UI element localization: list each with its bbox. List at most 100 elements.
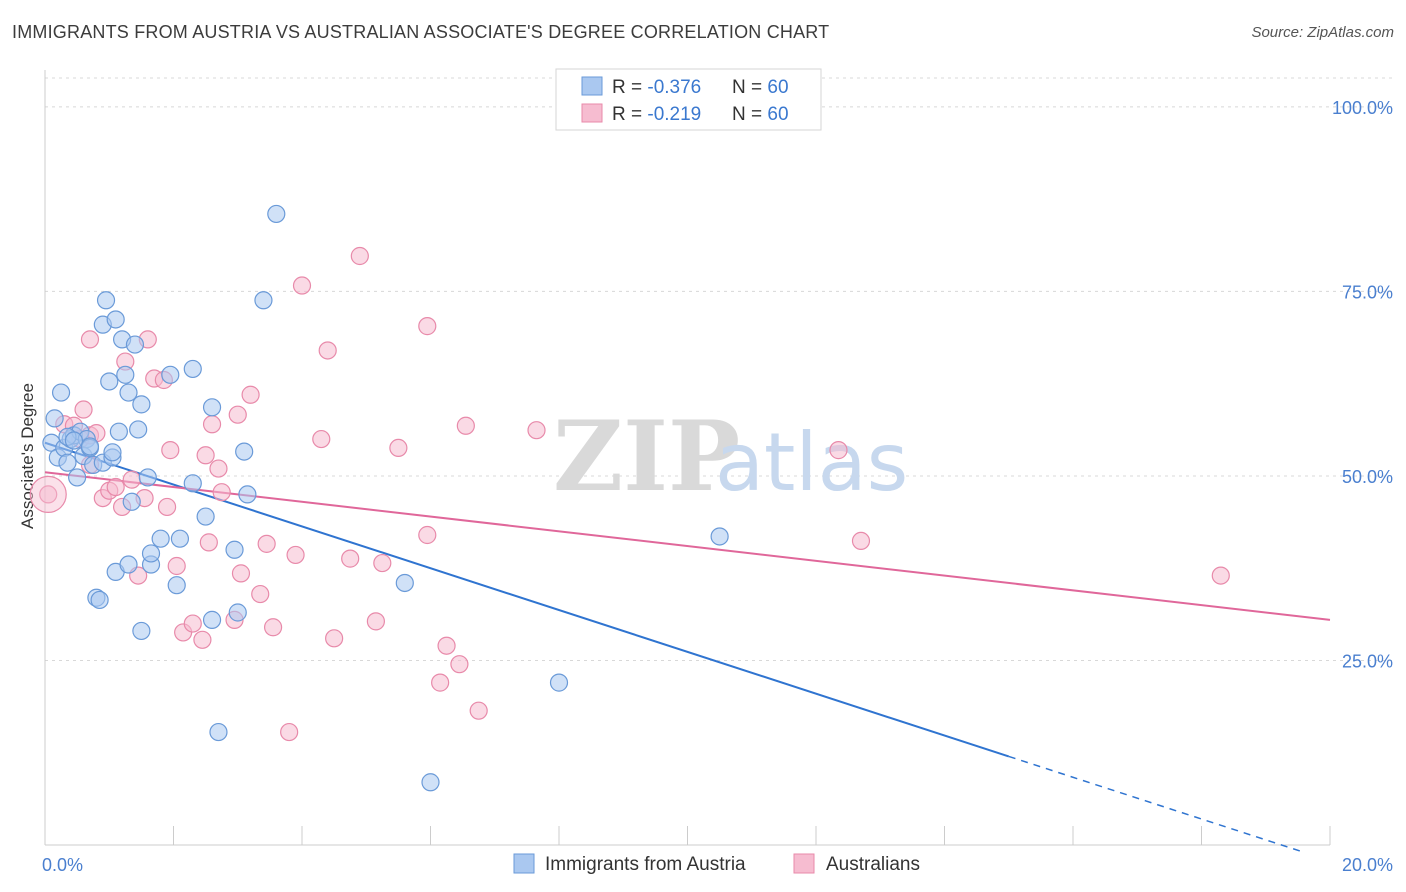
x-tick-label-max: 20.0% — [1342, 855, 1393, 875]
legend-r-value-1: -0.376 — [647, 77, 701, 98]
chart-title: IMMIGRANTS FROM AUSTRIA VS AUSTRALIAN AS… — [12, 22, 830, 42]
bottom-legend-swatch-pink — [793, 853, 815, 874]
point-austria — [151, 529, 170, 548]
point-australians — [209, 459, 228, 478]
points-layer — [29, 204, 1230, 792]
point-australians — [157, 497, 177, 517]
legend-n-value-1: 60 — [767, 77, 788, 98]
point-australians — [231, 564, 251, 583]
point-australians — [437, 636, 456, 655]
point-austria — [51, 383, 71, 402]
point-australians — [851, 531, 871, 551]
x-tick-label-min: 0.0% — [42, 855, 83, 875]
bottom-legend-swatch-blue — [513, 853, 535, 874]
watermark-zip: ZIP — [553, 400, 740, 513]
chart-source: Source: ZipAtlas.com — [1251, 24, 1394, 41]
point-australians — [202, 415, 222, 434]
point-australians — [212, 483, 231, 502]
point-australians — [161, 441, 180, 460]
point-australians — [325, 629, 344, 648]
point-australians — [373, 553, 392, 573]
point-australians — [341, 549, 360, 568]
watermark: ZIP atlas — [553, 400, 908, 513]
point-cluster-large — [29, 475, 67, 514]
trend-line-austria — [44, 441, 1010, 758]
legend-swatch-pink — [581, 103, 603, 123]
point-australians — [251, 584, 270, 604]
bottom-legend-label-pink: Australians — [826, 854, 920, 875]
point-austria — [116, 365, 135, 384]
point-austria — [395, 573, 414, 593]
point-austria — [421, 773, 440, 792]
point-austria — [228, 603, 247, 622]
point-austria — [132, 621, 151, 641]
legend-n-1: N = 60 — [732, 77, 789, 98]
point-austria — [103, 443, 122, 462]
point-austria — [254, 291, 273, 310]
point-austria — [238, 485, 257, 504]
legend-r-value-2: -0.219 — [647, 104, 701, 125]
point-australians — [199, 533, 218, 552]
y-tick-label: 75.0% — [1342, 282, 1393, 302]
point-australians — [106, 477, 125, 497]
legend-n-2: N = 60 — [732, 104, 789, 125]
point-australians — [241, 385, 260, 404]
point-australians — [418, 525, 437, 545]
top-legend: R = -0.376 N = 60 R = -0.219 N = 60 — [555, 68, 822, 131]
point-austria — [183, 474, 202, 493]
point-australians — [450, 655, 469, 674]
point-austria — [58, 453, 77, 472]
point-austria — [202, 398, 222, 417]
point-australians — [286, 545, 305, 565]
legend-n-value-2: 60 — [767, 104, 788, 125]
point-austria — [141, 544, 161, 563]
legend-n-label-2: N = — [732, 104, 767, 125]
y-tick-layer: 25.0% 50.0% 75.0% 100.0% — [1332, 98, 1393, 672]
point-australians — [74, 400, 93, 419]
point-austria — [225, 540, 244, 559]
y-tick-label: 25.0% — [1342, 651, 1393, 671]
point-austria — [202, 610, 222, 629]
point-australians — [292, 276, 312, 295]
bottom-legend: Immigrants from Austria Australians — [513, 853, 920, 875]
point-austria — [129, 420, 148, 439]
legend-r-label-1: R = — [612, 77, 647, 98]
trend-line-australians — [44, 471, 1331, 621]
trend-line-austria-extension — [1008, 755, 1305, 854]
point-australians — [350, 246, 369, 266]
point-australians — [527, 421, 546, 440]
point-austria — [125, 335, 145, 354]
point-australians — [318, 341, 337, 360]
point-austria — [106, 310, 125, 329]
point-austria — [183, 359, 202, 379]
point-australians — [280, 722, 299, 742]
axes-layer: 0.0% 20.0% Associate's Degree — [18, 70, 1393, 875]
legend-row-2: R = -0.219 — [612, 104, 701, 125]
point-austria — [161, 365, 180, 384]
point-austria — [267, 204, 286, 224]
point-austria — [68, 468, 87, 487]
point-austria — [45, 409, 64, 428]
point-australians — [312, 429, 331, 449]
point-australians — [257, 534, 276, 553]
point-austria — [64, 431, 84, 450]
point-austria — [119, 555, 138, 574]
point-australians — [366, 612, 385, 631]
point-austria — [119, 383, 138, 402]
point-austria — [132, 395, 151, 414]
trend-layer — [44, 441, 1331, 854]
point-austria — [90, 590, 109, 610]
point-australians — [263, 618, 283, 637]
point-australians — [469, 701, 488, 720]
point-australians — [39, 485, 58, 504]
point-austria — [100, 372, 119, 391]
point-austria — [710, 527, 729, 546]
point-austria — [109, 422, 128, 441]
point-austria — [549, 673, 569, 692]
point-australians — [193, 630, 212, 649]
point-australians — [122, 470, 141, 489]
y-tick-label: 100.0% — [1332, 98, 1393, 118]
bottom-legend-label-blue: Immigrants from Austria — [545, 854, 746, 875]
point-australians — [829, 441, 848, 460]
y-tick-label: 50.0% — [1342, 467, 1393, 487]
